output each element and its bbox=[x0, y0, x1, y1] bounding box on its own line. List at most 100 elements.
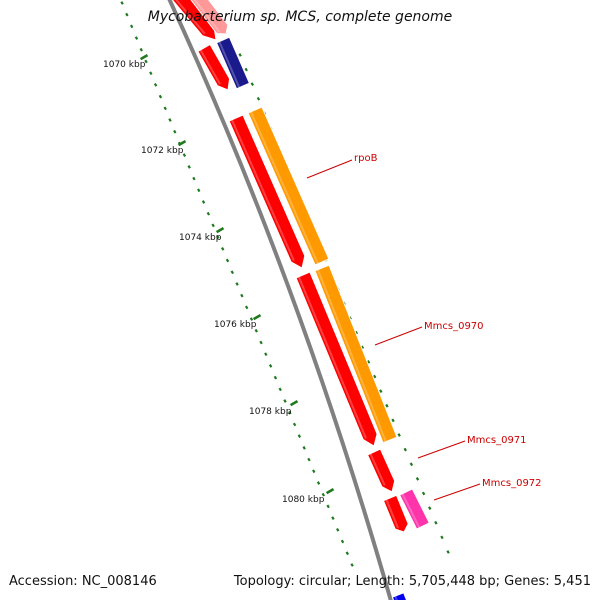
gene-arrow-inner bbox=[295, 271, 378, 447]
gene-arrow-outer bbox=[399, 488, 430, 530]
scale-tick-inner bbox=[244, 305, 249, 310]
scale-tick-outer bbox=[379, 389, 383, 394]
scale-tick-inner bbox=[316, 481, 321, 485]
scale-tick-inner bbox=[331, 516, 335, 520]
scale-tick-outer bbox=[250, 82, 255, 87]
scale-tick-inner bbox=[350, 563, 354, 567]
scale-tick-inner bbox=[149, 71, 153, 76]
gene-arrow-highlight bbox=[199, 49, 221, 85]
scale-tick-inner bbox=[249, 317, 254, 321]
scale-tick-outer bbox=[415, 477, 420, 481]
scale-tick-inner bbox=[197, 188, 201, 193]
scale-tick-inner bbox=[144, 59, 148, 64]
scale-tick-outer bbox=[428, 506, 432, 510]
scale-tick-outer bbox=[372, 374, 377, 379]
genome-backbone bbox=[167, 0, 393, 600]
scale-tick-inner bbox=[139, 47, 143, 52]
scale-tick-inner bbox=[264, 352, 268, 357]
gene-arrow-highlight bbox=[316, 269, 387, 443]
gene-arrow-highlight bbox=[369, 453, 386, 486]
gene-arrow-inner bbox=[197, 43, 231, 91]
gene-label: Mmcs_0971 bbox=[467, 435, 527, 446]
scale-tick-inner bbox=[216, 235, 220, 239]
scale-tick-inner bbox=[206, 211, 211, 216]
scale-tick-inner bbox=[158, 94, 163, 99]
map-title: Mycobacterium sp. MCS, complete genome bbox=[147, 9, 453, 25]
scale-label: 1078 kbp bbox=[249, 407, 292, 417]
scale-tick-inner bbox=[292, 422, 297, 427]
scale-tick-inner bbox=[129, 24, 134, 29]
scale-tick-major bbox=[325, 487, 335, 495]
gene-arrow-inner bbox=[171, 0, 217, 41]
scale-tick-outer bbox=[446, 550, 450, 554]
scale-tick-inner bbox=[240, 293, 244, 298]
scale-tick-inner bbox=[187, 165, 191, 169]
scale-tick-inner bbox=[235, 282, 239, 286]
scale-tick-inner bbox=[345, 551, 349, 556]
scale-tick-inner bbox=[278, 387, 282, 392]
genome-summary-text: Topology: circular; Length: 5,705,448 bp… bbox=[233, 574, 591, 589]
scale-tick-inner bbox=[182, 153, 187, 158]
scale-tick-inner bbox=[312, 469, 316, 474]
scale-label: 1080 kbp bbox=[282, 495, 325, 505]
gene-label-leader bbox=[374, 326, 423, 346]
scale-tick-inner bbox=[307, 457, 311, 462]
scale-tick-inner bbox=[211, 223, 215, 228]
scale-tick-inner bbox=[273, 375, 278, 380]
accession-text: Accession: NC_008146 bbox=[9, 574, 157, 589]
gene-label-leader bbox=[306, 159, 353, 179]
gene-arrow-outer bbox=[190, 0, 229, 35]
scale-tick-major bbox=[252, 313, 262, 321]
scale-tick-outer bbox=[366, 360, 371, 364]
scale-tick-inner bbox=[302, 446, 306, 450]
scale-tick-inner bbox=[336, 527, 340, 532]
gene-label: Mmcs_0972 bbox=[482, 478, 542, 489]
gene-label: rpoB bbox=[354, 153, 378, 164]
gene-arrow-highlight bbox=[193, 0, 220, 33]
scale-tick-inner bbox=[153, 83, 158, 87]
scale-tick-inner bbox=[192, 176, 196, 181]
scale-tick-inner bbox=[259, 340, 263, 345]
scale-tick-inner bbox=[163, 106, 167, 111]
scale-tick-outer bbox=[403, 447, 407, 452]
gene-arrow-outer bbox=[247, 106, 330, 266]
scale-tick-outer bbox=[440, 535, 444, 540]
scale-tick-inner bbox=[283, 399, 287, 403]
scale-tick-inner bbox=[268, 364, 273, 368]
scale-tick-inner bbox=[288, 410, 292, 415]
backbone-arc bbox=[167, 0, 393, 600]
scale-tick-major bbox=[139, 53, 149, 61]
scale-label: 1070 kbp bbox=[103, 60, 146, 70]
scale-tick-inner bbox=[326, 504, 330, 509]
scale-tick-inner bbox=[340, 539, 345, 544]
gene-label-leader bbox=[417, 440, 466, 459]
scale-tick-major bbox=[177, 139, 187, 147]
gene-labels: rpoB Mmcs_0970 Mmcs_0971 Mmcs_0972 bbox=[306, 153, 542, 501]
scale-tick-inner bbox=[201, 200, 206, 204]
scale-tick-inner bbox=[134, 36, 139, 40]
scale-tick-inner bbox=[230, 270, 234, 275]
scale-tick-inner bbox=[168, 118, 172, 122]
scale-tick-inner bbox=[254, 328, 258, 333]
gene-arrow-highlight bbox=[297, 276, 367, 439]
scale-tick-inner bbox=[321, 492, 326, 497]
gene-arrow-outer bbox=[215, 36, 251, 90]
scale-tick-outer bbox=[256, 96, 261, 101]
scale-label: 1074 kbp bbox=[179, 233, 222, 243]
gene-arrow-highlight bbox=[230, 119, 295, 262]
gene-arrow-inner bbox=[366, 448, 396, 493]
scale-tick-outer bbox=[421, 491, 426, 496]
scale-tick-inner bbox=[125, 12, 129, 17]
scale-tick-inner bbox=[221, 246, 225, 251]
gene-arrow-highlight bbox=[249, 111, 319, 265]
scale-tick-outer bbox=[434, 520, 438, 525]
scale-tick-inner bbox=[297, 434, 302, 439]
scale-tick-outer bbox=[244, 67, 248, 72]
gene-arrow-inner bbox=[391, 592, 408, 600]
scale-label: 1072 kbp bbox=[141, 146, 184, 156]
gene-label-leader bbox=[433, 483, 481, 501]
scale-tick-outer bbox=[385, 403, 389, 408]
gene-features bbox=[171, 0, 430, 600]
scale-tick-inner bbox=[173, 129, 177, 134]
